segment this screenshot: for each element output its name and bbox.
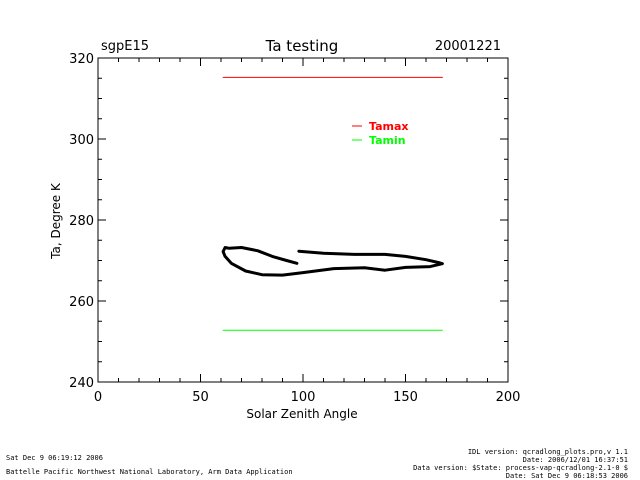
y-tick-label: 260 (69, 295, 94, 310)
y-tick-label: 300 (69, 133, 94, 148)
footer-lab: Battelle Pacific Northwest National Labo… (6, 468, 293, 476)
date-label: 20001221 (435, 39, 501, 54)
site-label: sgpE15 (101, 39, 149, 54)
x-tick-label: 200 (496, 390, 521, 405)
x-tick-label: 100 (291, 390, 316, 405)
footer-date2: Date: Sat Dec 9 06:18:53 2006 (505, 472, 628, 480)
plot-frame (97, 57, 509, 383)
y-tick-label: 240 (69, 376, 94, 391)
footer-idl-version: IDL version: qcradlong_plots.pro,v 1.1 (467, 448, 628, 456)
footer-data-version: Data version: $State: process-vap-qcradl… (413, 464, 628, 472)
y-axis-ticks: 240 260 280 300 320 (69, 52, 508, 391)
x-tick-label: 50 (192, 390, 209, 405)
x-axis-label: Solar Zenith Angle (246, 407, 357, 421)
series-ta (221, 246, 444, 277)
y-axis-label: Ta, Degree K (49, 182, 63, 260)
footer-timestamp: Sat Dec 9 06:19:12 2006 (6, 454, 103, 462)
chart-title: Ta testing (265, 37, 339, 55)
y-tick-label: 280 (69, 214, 94, 229)
x-tick-label: 150 (393, 390, 418, 405)
x-axis-ticks: 0 50 100 150 200 (94, 58, 521, 405)
footer-date: Date: 2006/12/01 16:37:51 (522, 456, 628, 464)
legend-label-tamax: Tamax (369, 120, 409, 133)
legend-label-tamin: Tamin (369, 134, 406, 147)
series-layer (221, 76, 444, 331)
x-tick-label: 0 (94, 390, 102, 405)
plot-border (97, 57, 509, 383)
y-tick-label: 320 (69, 52, 94, 67)
